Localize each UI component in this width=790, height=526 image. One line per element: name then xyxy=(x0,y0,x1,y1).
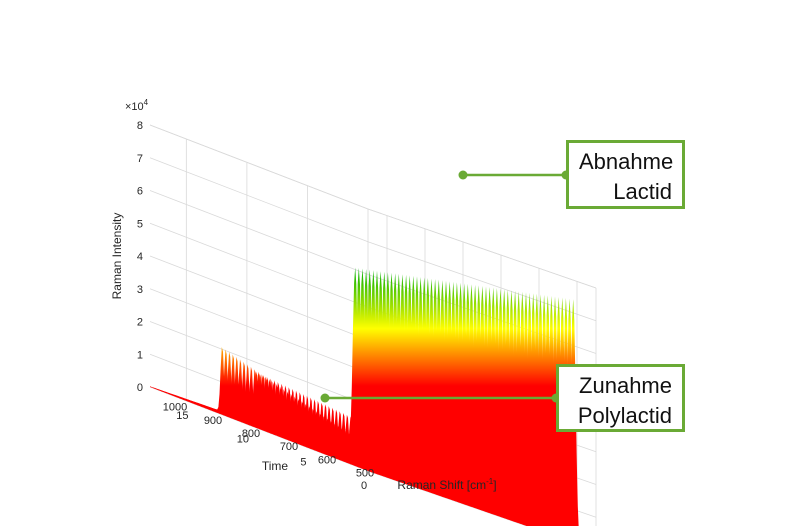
callout-abnahme: Abnahme Lactid xyxy=(566,140,685,209)
callout-abnahme-line-1: Abnahme xyxy=(579,149,674,174)
z-tick-label: 7 xyxy=(137,153,143,165)
z-tick-label: 5 xyxy=(137,218,143,230)
z-tick-label: 2 xyxy=(137,317,143,329)
spectrum-ribbon xyxy=(349,296,561,526)
callout-zunahme-line-1: Zunahme xyxy=(579,373,672,398)
ticks-layer: 0 1 2 3 4 5 6 7 8 500 600 700 800 900 1000 0 5 10 15 xyxy=(137,120,374,492)
z-exponent-label: ×104 xyxy=(125,98,149,113)
z-tick-label: 8 xyxy=(137,120,143,132)
box-edge xyxy=(149,124,369,210)
z-tick-label: 1 xyxy=(137,349,143,361)
y-tick-label: 0 xyxy=(361,480,367,492)
z-tick-label: 3 xyxy=(137,284,143,296)
spectrum-ribbon xyxy=(320,292,535,526)
callout-abnahme-line-2: Lactid xyxy=(613,179,672,204)
y-tick-label: 5 xyxy=(300,457,306,469)
spectrum-ribbon xyxy=(360,298,572,526)
box-edge xyxy=(367,208,597,289)
x-axis-label: Raman Shift [cm-1] xyxy=(397,477,496,492)
spectrum-ribbon xyxy=(338,294,551,526)
y-tick-label: 10 xyxy=(237,433,249,445)
spectrum-ribbon xyxy=(364,298,576,526)
callout-zunahme-line-2: Polylactid xyxy=(577,403,672,428)
z-gridline xyxy=(149,124,597,289)
x-tick-label: 1000 xyxy=(163,402,187,414)
spectrum-ribbon xyxy=(309,290,535,526)
y-axis-label: Time xyxy=(262,459,289,473)
spectrum-ribbon xyxy=(353,297,565,526)
x-tick-label: 600 xyxy=(318,454,336,466)
spectrum-ribbon xyxy=(324,292,538,526)
x-tick-label: 800 xyxy=(242,428,260,440)
x-tick-label: 500 xyxy=(356,467,374,479)
x-tick-label: 900 xyxy=(204,415,222,427)
z-axis-label: Raman Intensity xyxy=(110,213,124,300)
surface-layer xyxy=(150,267,579,526)
spectrum-ribbon xyxy=(331,293,544,526)
spectrum-ribbon xyxy=(342,295,554,526)
spectrum-ribbon xyxy=(357,297,568,526)
spectrum-ribbon xyxy=(335,294,547,526)
callout-zunahme: Zunahme Polylactid xyxy=(556,364,685,432)
y-tick-label: 15 xyxy=(176,410,188,422)
z-tick-label: 4 xyxy=(137,251,143,263)
spectrum-ribbon xyxy=(346,295,558,526)
callout-abnahme-dot-start xyxy=(458,170,468,180)
x-tick-label: 700 xyxy=(280,441,298,453)
spectrum-ribbon xyxy=(328,293,541,526)
z-tick-label: 0 xyxy=(137,382,143,394)
callout-zunahme-dot-start xyxy=(320,393,330,403)
z-tick-label: 6 xyxy=(137,186,143,198)
